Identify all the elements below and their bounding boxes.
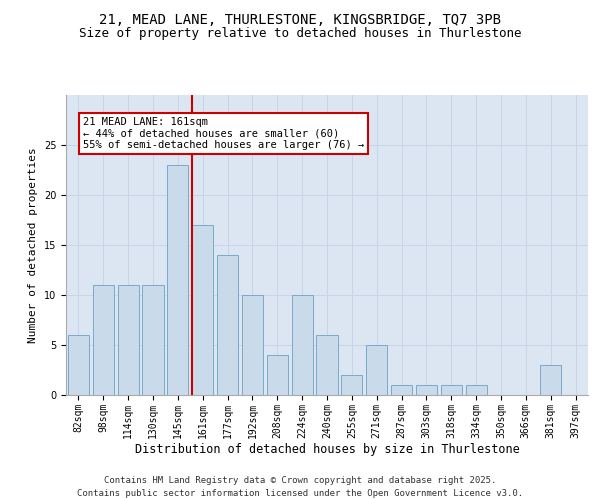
Bar — [68, 335, 89, 395]
Bar — [416, 385, 437, 395]
Bar — [316, 335, 338, 395]
Bar — [466, 385, 487, 395]
Bar — [267, 355, 288, 395]
Bar — [366, 345, 387, 395]
Bar — [441, 385, 462, 395]
Text: Size of property relative to detached houses in Thurlestone: Size of property relative to detached ho… — [79, 28, 521, 40]
Bar — [118, 285, 139, 395]
Bar — [167, 165, 188, 395]
Bar — [391, 385, 412, 395]
Bar — [540, 365, 561, 395]
Bar — [142, 285, 164, 395]
Bar — [93, 285, 114, 395]
Bar — [292, 295, 313, 395]
Text: 21 MEAD LANE: 161sqm
← 44% of detached houses are smaller (60)
55% of semi-detac: 21 MEAD LANE: 161sqm ← 44% of detached h… — [83, 117, 364, 150]
Text: Contains HM Land Registry data © Crown copyright and database right 2025.
Contai: Contains HM Land Registry data © Crown c… — [77, 476, 523, 498]
Bar — [341, 375, 362, 395]
Text: 21, MEAD LANE, THURLESTONE, KINGSBRIDGE, TQ7 3PB: 21, MEAD LANE, THURLESTONE, KINGSBRIDGE,… — [99, 12, 501, 26]
X-axis label: Distribution of detached houses by size in Thurlestone: Distribution of detached houses by size … — [134, 444, 520, 456]
Bar — [217, 255, 238, 395]
Bar — [242, 295, 263, 395]
Bar — [192, 225, 213, 395]
Y-axis label: Number of detached properties: Number of detached properties — [28, 147, 38, 343]
